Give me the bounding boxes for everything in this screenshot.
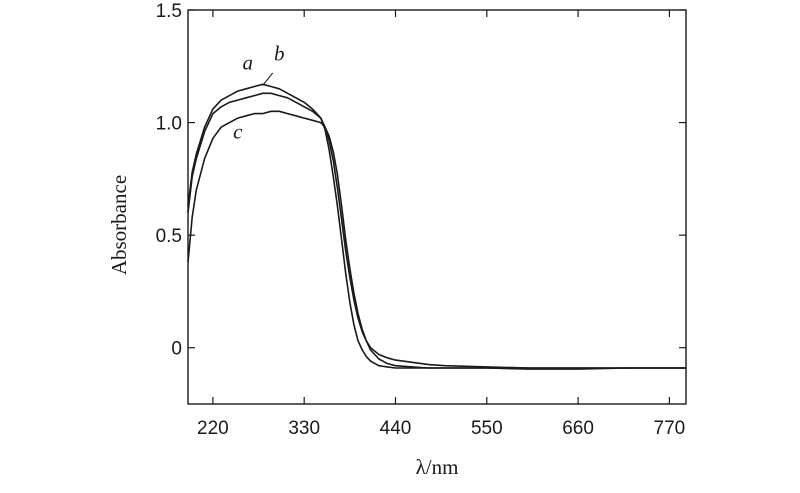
x-tick-label: 440 xyxy=(380,418,412,439)
x-tick-label: 660 xyxy=(562,418,594,439)
series-label-b: b xyxy=(274,42,285,66)
y-tick-label: 0.5 xyxy=(156,226,182,247)
series-line-b xyxy=(187,92,686,369)
axes: 220 330 440 550 660 770 0 0.5 1.0 1.5 xyxy=(156,1,687,439)
x-tick-label: 550 xyxy=(471,418,503,439)
series-label-c: c xyxy=(233,119,243,143)
series-line-c xyxy=(187,110,686,370)
x-tick-label: 330 xyxy=(288,418,320,439)
series-label-a: a xyxy=(243,51,254,75)
plot-frame xyxy=(187,9,687,405)
y-tick-label: 1.0 xyxy=(156,114,182,135)
series-labels: a b c xyxy=(233,42,284,144)
series-label-leader-b xyxy=(262,72,274,86)
y-axis-label: Absorbance xyxy=(107,175,131,275)
y-tick-label: 1.5 xyxy=(156,1,182,22)
x-tick-label: 220 xyxy=(197,418,229,439)
x-axis-label: λ/nm xyxy=(416,455,459,479)
series-line-a xyxy=(187,83,686,369)
y-tick-label: 0 xyxy=(171,339,182,360)
x-tick-label: 770 xyxy=(654,418,686,439)
series-lines xyxy=(187,83,686,370)
